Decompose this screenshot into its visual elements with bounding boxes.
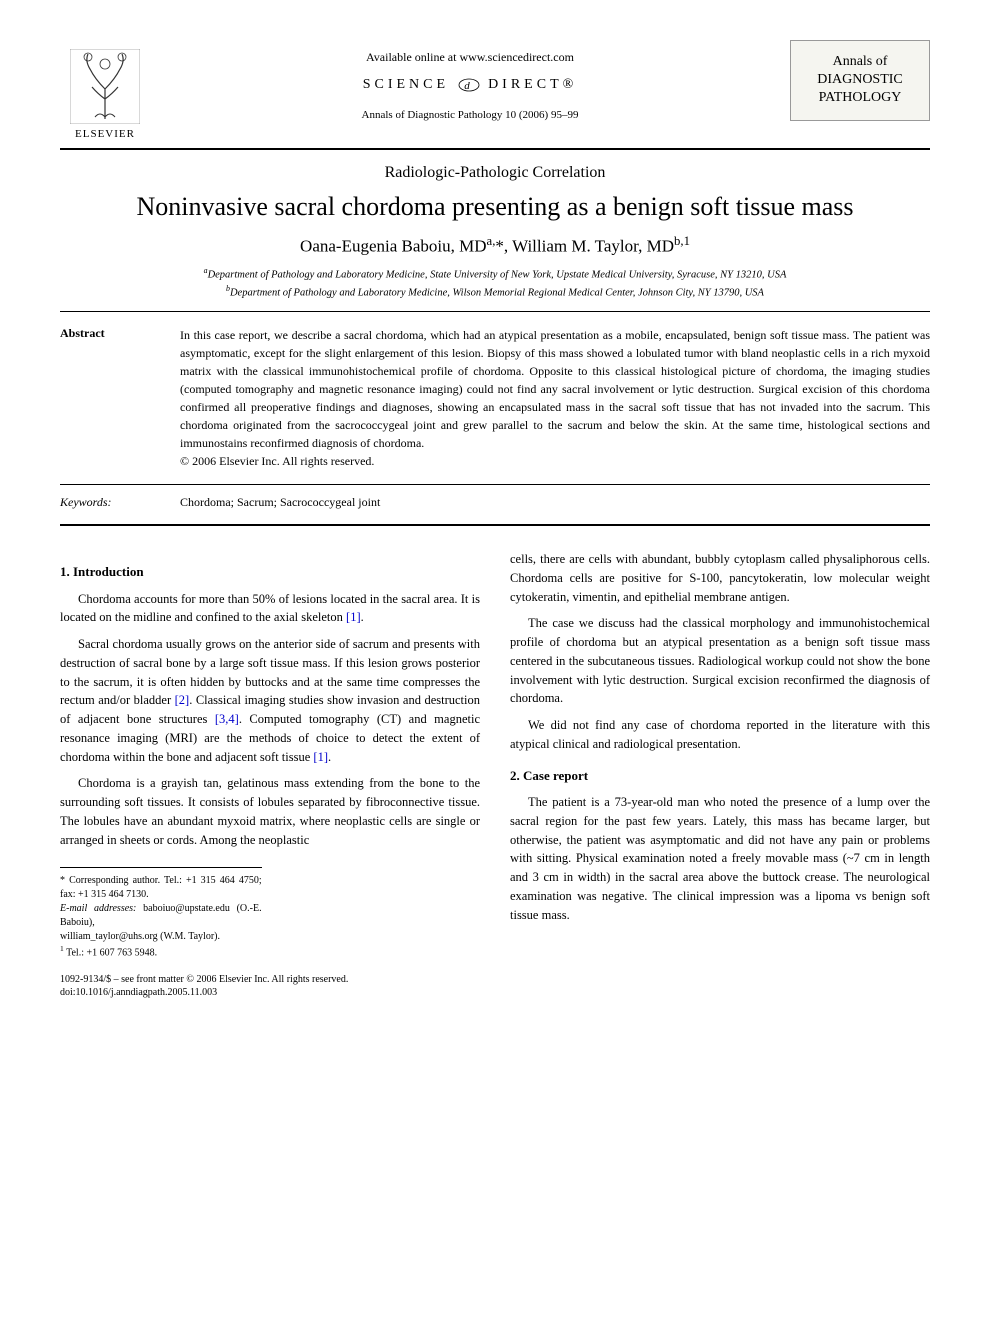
available-online-text: Available online at www.sciencedirect.co…: [150, 50, 790, 65]
journal-box-line3: PATHOLOGY: [801, 89, 919, 107]
journal-reference: Annals of Diagnostic Pathology 10 (2006)…: [150, 109, 790, 121]
center-header: Available online at www.sciencedirect.co…: [150, 40, 790, 121]
sciencedirect-d-icon: d: [457, 77, 481, 93]
journal-box-line2: DIAGNOSTIC: [801, 71, 919, 89]
journal-title-box: Annals of DIAGNOSTIC PATHOLOGY: [790, 40, 930, 121]
intro-heading: 1. Introduction: [60, 562, 480, 582]
affiliations: aDepartment of Pathology and Laboratory …: [60, 265, 930, 301]
elsevier-tree-icon: [70, 49, 140, 124]
left-column: 1. Introduction Chordoma accounts for mo…: [60, 550, 480, 999]
email-2: william_taylor@uhs.org (W.M. Taylor).: [60, 930, 262, 944]
footer-copyright: 1092-9134/$ – see front matter © 2006 El…: [60, 973, 480, 986]
divider: [60, 148, 930, 150]
footnotes: * Corresponding author. Tel.: +1 315 464…: [60, 867, 262, 960]
citation-link[interactable]: [3,4]: [215, 712, 239, 726]
col2-para-1: cells, there are cells with abundant, bu…: [510, 550, 930, 606]
case-report-heading: 2. Case report: [510, 766, 930, 786]
abstract-label: Abstract: [60, 326, 150, 470]
abstract-block: Abstract In this case report, we describ…: [60, 326, 930, 470]
email-addresses: E-mail addresses: baboiuo@upstate.edu (O…: [60, 902, 262, 930]
intro-para-2: Sacral chordoma usually grows on the ant…: [60, 635, 480, 766]
abstract-text: In this case report, we describe a sacra…: [180, 326, 930, 470]
journal-box-line1: Annals of: [801, 53, 919, 71]
keywords-row: Keywords: Chordoma; Sacrum; Sacrococcyge…: [60, 495, 930, 510]
citation-link[interactable]: [1]: [313, 750, 328, 764]
footer-doi: doi:10.1016/j.anndiagpath.2005.11.003: [60, 986, 480, 999]
article-authors: Oana-Eugenia Baboiu, MDa,*, William M. T…: [60, 234, 930, 257]
intro-para-1: Chordoma accounts for more than 50% of l…: [60, 590, 480, 628]
citation-link[interactable]: [1]: [346, 610, 361, 624]
divider: [60, 524, 930, 526]
affiliation-a: aDepartment of Pathology and Laboratory …: [60, 265, 930, 283]
sd-direct: DIRECT®: [488, 77, 577, 92]
right-column: cells, there are cells with abundant, bu…: [510, 550, 930, 999]
svg-text:d: d: [464, 80, 474, 92]
col2-para-3: We did not find any case of chordoma rep…: [510, 716, 930, 754]
citation-link[interactable]: [2]: [175, 693, 190, 707]
footnote-tel: 1 Tel.: +1 607 763 5948.: [60, 944, 262, 960]
affiliation-b: bDepartment of Pathology and Laboratory …: [60, 283, 930, 301]
abstract-body: In this case report, we describe a sacra…: [180, 328, 930, 450]
abstract-copyright: © 2006 Elsevier Inc. All rights reserved…: [180, 454, 374, 468]
keywords-label: Keywords:: [60, 495, 150, 510]
corresponding-author: * Corresponding author. Tel.: +1 315 464…: [60, 874, 262, 902]
article-title: Noninvasive sacral chordoma presenting a…: [60, 192, 930, 222]
elsevier-logo: ELSEVIER: [60, 40, 150, 140]
keywords-text: Chordoma; Sacrum; Sacrococcygeal joint: [180, 495, 380, 510]
page-header: ELSEVIER Available online at www.science…: [60, 40, 930, 140]
sd-science: SCIENCE: [363, 77, 449, 92]
body-columns: 1. Introduction Chordoma accounts for mo…: [60, 550, 930, 999]
page-footer: 1092-9134/$ – see front matter © 2006 El…: [60, 973, 480, 999]
intro-para-3: Chordoma is a grayish tan, gelatinous ma…: [60, 774, 480, 849]
case-para-1: The patient is a 73-year-old man who not…: [510, 793, 930, 924]
col2-para-2: The case we discuss had the classical mo…: [510, 614, 930, 708]
sciencedirect-logo: SCIENCE d DIRECT®: [150, 77, 790, 93]
divider: [60, 484, 930, 485]
divider: [60, 311, 930, 312]
elsevier-label: ELSEVIER: [75, 128, 135, 140]
article-section-type: Radiologic-Pathologic Correlation: [60, 164, 930, 182]
